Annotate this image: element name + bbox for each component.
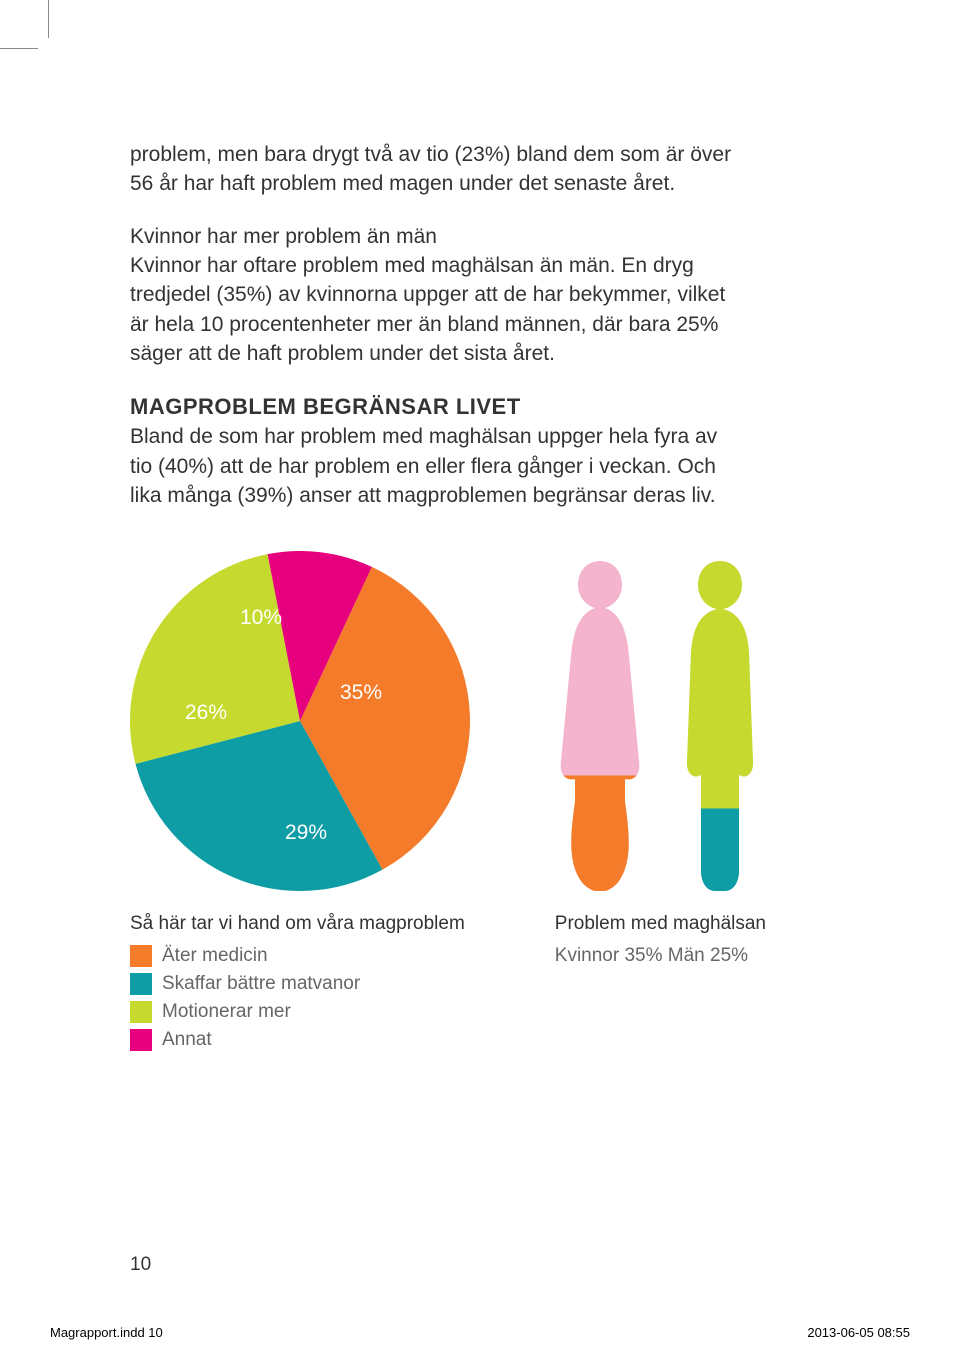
footer-filename: Magrapport.indd 10: [50, 1325, 163, 1340]
legend-swatch: [130, 973, 152, 995]
legend-swatch: [130, 1001, 152, 1023]
legend-row: Så här tar vi hand om våra magproblem Ät…: [130, 913, 830, 1057]
legend-swatch: [130, 945, 152, 967]
print-footer: Magrapport.indd 10 2013-06-05 08:55: [50, 1325, 910, 1340]
legend-label: Annat: [162, 1029, 212, 1051]
legend-swatch: [130, 1029, 152, 1051]
legend-label: Motionerar mer: [162, 1001, 291, 1023]
legend-item: Äter medicin: [130, 945, 465, 967]
legend-left-title: Så här tar vi hand om våra magproblem: [130, 913, 465, 935]
legend-right-title: Problem med maghälsan: [555, 913, 766, 935]
legend-left: Så här tar vi hand om våra magproblem Ät…: [130, 913, 465, 1057]
pie-label: 35%: [340, 681, 382, 705]
paragraph-kvinnor: Kvinnor har oftare problem med maghälsan…: [130, 251, 740, 369]
footer-timestamp: 2013-06-05 08:55: [807, 1325, 910, 1340]
pie-label: 10%: [240, 606, 282, 630]
subheading-kvinnor: Kvinnor har mer problem än män: [130, 225, 740, 249]
legend-right-sub: Kvinnor 35% Män 25%: [555, 945, 766, 967]
legend-item: Skaffar bättre matvanor: [130, 973, 465, 995]
charts-row: 35% 29% 26% 10%: [130, 551, 830, 891]
legend-item: Annat: [130, 1029, 465, 1051]
pie-chart: 35% 29% 26% 10%: [130, 551, 470, 891]
paragraph-magproblem: Bland de som har problem med maghälsan u…: [130, 422, 740, 510]
pie-label: 26%: [185, 701, 227, 725]
legend-label: Äter medicin: [162, 945, 268, 967]
crop-mark: [0, 48, 38, 49]
page-number: 10: [130, 1254, 151, 1276]
paragraph-intro: problem, men bara drygt två av tio (23%)…: [130, 140, 740, 199]
female-figure-icon: [545, 561, 655, 891]
page-content: problem, men bara drygt två av tio (23%)…: [0, 0, 960, 1057]
male-figure-icon: [665, 561, 775, 891]
crop-mark: [48, 0, 49, 38]
gender-figures: [530, 551, 790, 891]
legend-right: Problem med maghälsan Kvinnor 35% Män 25…: [555, 913, 766, 1057]
legend-label: Skaffar bättre matvanor: [162, 973, 360, 995]
section-heading: MAGPROBLEM BEGRÄNSAR LIVET: [130, 394, 830, 420]
pie-label: 29%: [285, 821, 327, 845]
legend-item: Motionerar mer: [130, 1001, 465, 1023]
